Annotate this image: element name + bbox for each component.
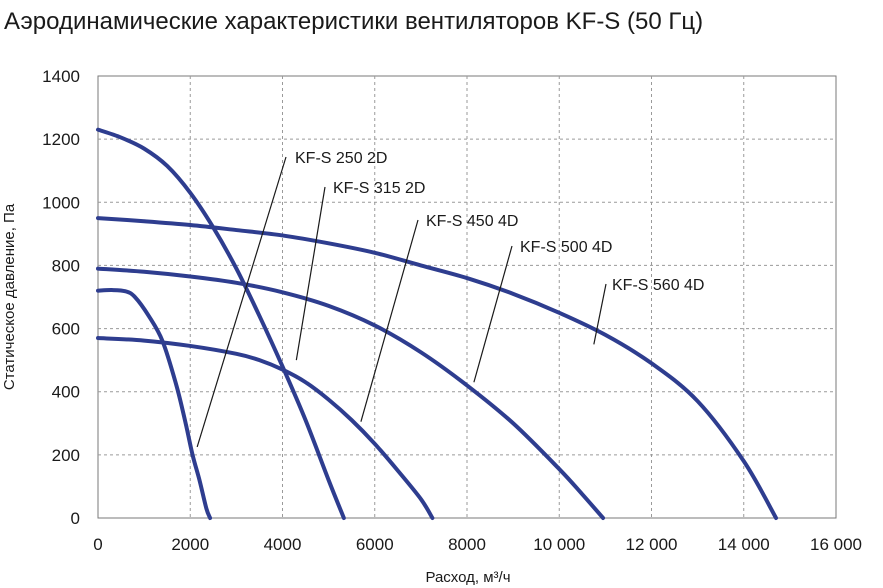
grid	[98, 76, 836, 518]
y-axis-ticks: 0 200 400 600 800 1000 1200 1400	[42, 67, 80, 528]
x-tick-label: 12 000	[626, 535, 678, 554]
annotation-leader-line	[593, 283, 607, 345]
y-tick-label: 1200	[42, 130, 80, 149]
x-tick-label: 10 000	[533, 535, 585, 554]
series-line-kf-s-500-4d	[96, 266, 606, 520]
y-tick-label: 200	[52, 446, 80, 465]
annotation-label: KF-S 250 2D	[295, 150, 387, 167]
series-line-kf-s-315-2d	[96, 127, 346, 520]
x-tick-label: 6000	[356, 535, 394, 554]
x-axis-ticks: 0 2000 4000 6000 8000 10 000 12 000 14 000 16 00…	[93, 535, 862, 554]
y-tick-label: 800	[52, 256, 80, 275]
annotation-leader-line	[196, 156, 287, 448]
series-line-kf-s-450-4d	[96, 336, 435, 520]
y-axis-label: Статическое давление, Па	[1, 203, 18, 390]
series-line-kf-s-250-2d	[96, 288, 213, 520]
annotation-label: KF-S 560 4D	[612, 277, 704, 294]
x-tick-label: 0	[93, 535, 102, 554]
y-tick-label: 400	[52, 383, 80, 402]
x-tick-label: 4000	[264, 535, 302, 554]
x-axis-label: Расход, м³/ч	[425, 569, 510, 586]
y-tick-label: 1400	[42, 67, 80, 86]
annotation-leader-line	[473, 245, 513, 383]
y-tick-label: 1000	[42, 193, 80, 212]
y-tick-label: 0	[71, 509, 80, 528]
series-lines	[96, 127, 779, 520]
annotation-label: KF-S 450 4D	[426, 213, 518, 230]
x-tick-label: 2000	[171, 535, 209, 554]
x-tick-label: 16 000	[810, 535, 862, 554]
x-tick-label: 8000	[448, 535, 486, 554]
annotation-leader-line	[360, 219, 419, 422]
annotation-label: KF-S 500 4D	[520, 239, 612, 256]
chart-title: Аэродинамические характеристики вентилят…	[4, 8, 704, 35]
x-tick-label: 14 000	[718, 535, 770, 554]
y-tick-label: 600	[52, 320, 80, 339]
series-line-kf-s-560-4d	[96, 216, 779, 520]
annotation-leader-line	[295, 186, 326, 361]
annotation-label: KF-S 315 2D	[333, 180, 425, 197]
